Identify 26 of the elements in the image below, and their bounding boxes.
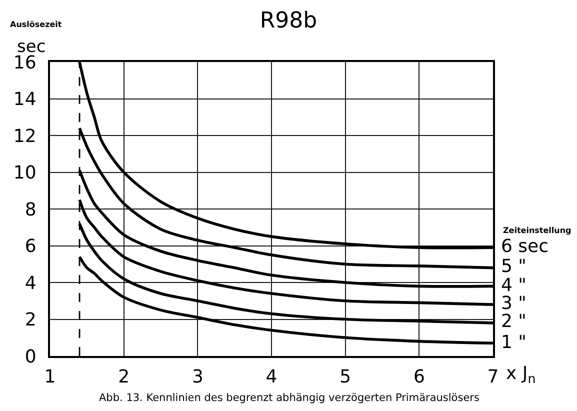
chart-title: R98b <box>260 8 318 34</box>
x-tick-label: 2 <box>118 366 130 388</box>
x-tick-label: 4 <box>266 366 278 388</box>
x-tick-label: 5 <box>340 366 352 388</box>
series-label: 2 " <box>501 311 526 332</box>
caption: Abb. 13. Kennlinien des begrenzt abhängig verzögerten Primärauslösers <box>99 392 480 404</box>
x-tick-label: 3 <box>192 366 204 388</box>
y-tick-label: 10 <box>13 162 36 184</box>
series-label: 3 " <box>501 293 526 314</box>
y-tick-label: 0 <box>24 346 36 368</box>
x-tick-label: 1 <box>44 366 56 388</box>
x-tick-label: 6 <box>413 366 425 388</box>
series-label: 6 sec <box>501 236 549 257</box>
x-axis-title: x J$_{n}$ <box>506 363 536 386</box>
series-label: 1 " <box>501 332 526 353</box>
y-tick-label: 2 <box>24 310 36 331</box>
y-tick-label: 8 <box>24 199 36 220</box>
y-tick-label: 12 <box>13 126 36 147</box>
legend-title: Zeiteinstellung <box>503 226 572 235</box>
x-tick-label: 7 <box>487 366 499 388</box>
y-tick-label: 14 <box>13 89 36 110</box>
y-tick-label: 16 <box>13 52 36 74</box>
y-tick-label: 4 <box>24 272 36 294</box>
series-label: 4 " <box>501 275 526 296</box>
y-tick-label: 6 <box>24 236 36 258</box>
series-label: 5 " <box>501 256 526 277</box>
